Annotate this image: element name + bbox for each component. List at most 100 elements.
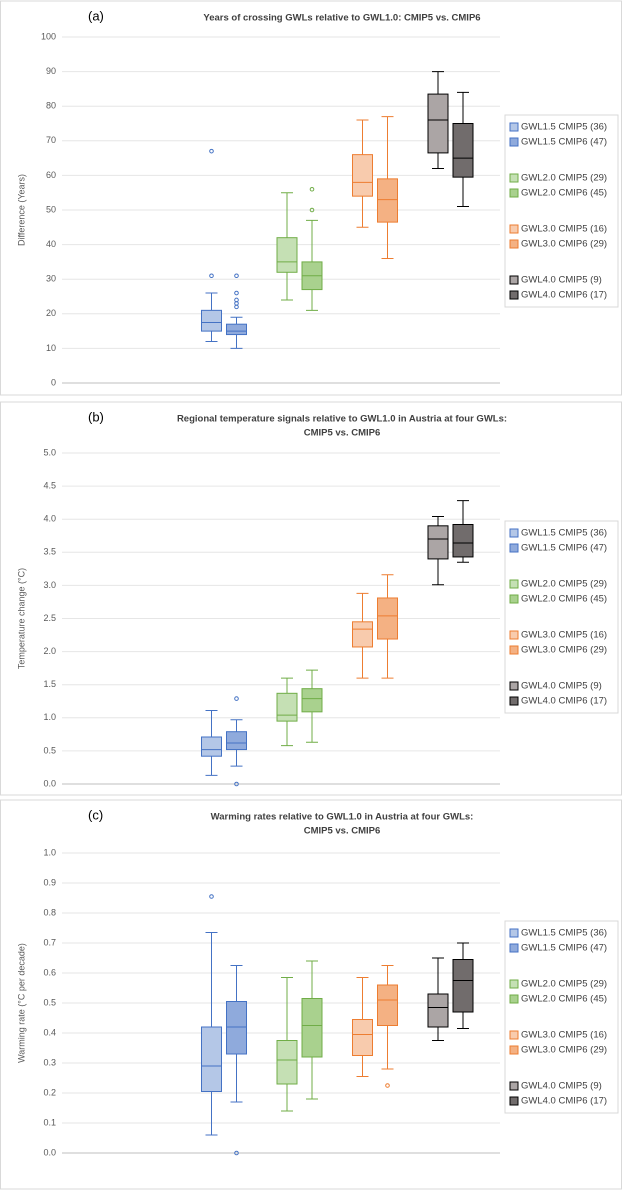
- legend-frame: [504, 114, 619, 308]
- box: [377, 597, 398, 640]
- box: [226, 323, 247, 336]
- outlier: [209, 148, 214, 154]
- y-tick-label: 0.0: [43, 778, 56, 788]
- legend-marker: [509, 1081, 519, 1091]
- panel-label: (c): [88, 807, 103, 822]
- legend-marker: [509, 928, 519, 938]
- legend-label: GWL4.0 CMIP6 (17): [521, 696, 607, 707]
- whisker: [381, 1025, 394, 1070]
- legend-marker: [509, 594, 519, 604]
- whisker: [432, 516, 444, 526]
- legend-label: GWL3.0 CMIP6 (29): [521, 645, 607, 656]
- box: [452, 523, 474, 558]
- y-tick-label: 70: [46, 135, 56, 145]
- legend-label: GWL3.0 CMIP5 (16): [521, 224, 607, 235]
- y-tick-label: 1.0: [43, 712, 56, 722]
- whisker: [356, 592, 369, 622]
- y-tick-label: 50: [46, 204, 56, 214]
- chart-title: Years of crossing GWLs relative to GWL1.…: [203, 13, 480, 24]
- y-tick-label: 60: [46, 170, 56, 180]
- box: [452, 959, 474, 1013]
- whisker: [432, 71, 444, 95]
- chart-title: CMIP5 vs. CMIP6: [304, 428, 381, 439]
- box: [377, 178, 398, 223]
- whisker: [432, 152, 444, 169]
- outlier: [309, 186, 315, 192]
- y-tick-label: 0.0: [43, 1147, 56, 1157]
- whisker: [457, 500, 469, 525]
- y-tick-label: 4.5: [43, 480, 56, 490]
- box: [427, 525, 449, 560]
- legend-marker: [509, 1045, 519, 1055]
- whisker: [306, 960, 318, 999]
- legend-marker: [509, 943, 519, 953]
- whisker: [230, 334, 243, 349]
- legend-marker: [509, 290, 519, 300]
- legend-label: GWL2.0 CMIP5 (29): [521, 579, 607, 590]
- legend-label: GWL1.5 CMIP5 (36): [521, 122, 607, 133]
- whisker: [356, 196, 369, 228]
- legend-label: GWL3.0 CMIP5 (16): [521, 630, 607, 641]
- chart-title: Regional temperature signals relative to…: [177, 414, 507, 425]
- chart-title: Warming rates relative to GWL1.0 in Aust…: [211, 812, 474, 823]
- y-tick-label: 100: [41, 31, 56, 41]
- legend-label: GWL2.0 CMIP6 (45): [521, 994, 607, 1005]
- whisker: [230, 1054, 243, 1103]
- whisker: [432, 957, 444, 994]
- outlier: [234, 781, 239, 787]
- y-tick-label: 0.4: [43, 1027, 56, 1037]
- outlier: [234, 273, 239, 279]
- outlier: [234, 1150, 239, 1156]
- y-tick-label: 2.5: [43, 613, 56, 623]
- outlier: [234, 290, 239, 296]
- legend-marker: [509, 543, 519, 553]
- legend-marker: [509, 630, 519, 640]
- whisker: [205, 710, 218, 737]
- outlier: [309, 207, 315, 213]
- legend-label: GWL2.0 CMIP5 (29): [521, 979, 607, 990]
- whisker: [230, 965, 243, 1002]
- outlier: [385, 1083, 390, 1088]
- box: [352, 1019, 373, 1056]
- whisker: [457, 91, 469, 124]
- whisker: [356, 977, 369, 1020]
- whisker: [281, 272, 293, 301]
- outlier: [209, 894, 214, 899]
- whisker: [381, 574, 394, 598]
- y-tick-label: 1.0: [43, 847, 56, 857]
- legend-label: GWL3.0 CMIP6 (29): [521, 239, 607, 250]
- legend-marker: [509, 173, 519, 183]
- y-tick-label: 3.5: [43, 547, 56, 557]
- legend-label: GWL2.0 CMIP6 (45): [521, 594, 607, 605]
- y-tick-label: 40: [46, 239, 56, 249]
- panel-label: (a): [88, 8, 104, 23]
- legend-marker: [509, 275, 519, 285]
- box: [201, 736, 222, 757]
- box: [301, 688, 323, 713]
- whisker: [281, 721, 293, 747]
- legend-label: GWL1.5 CMIP5 (36): [521, 928, 607, 939]
- whisker: [306, 289, 318, 311]
- outlier: [234, 297, 239, 303]
- whisker: [457, 177, 469, 208]
- box: [226, 731, 247, 751]
- whisker: [356, 1055, 369, 1077]
- whisker: [205, 331, 218, 342]
- whisker: [205, 1091, 218, 1136]
- whisker: [356, 119, 369, 155]
- box: [276, 1040, 298, 1085]
- y-tick-label: 0.7: [43, 937, 56, 947]
- y-tick-label: 10: [46, 343, 56, 353]
- y-tick-label: 5.0: [43, 447, 56, 457]
- legend-marker: [509, 122, 519, 132]
- box: [352, 621, 373, 648]
- legend-label: GWL3.0 CMIP5 (16): [521, 1030, 607, 1041]
- y-tick-label: 0.8: [43, 907, 56, 917]
- y-tick-label: 0.5: [43, 997, 56, 1007]
- y-tick-label: 20: [46, 308, 56, 318]
- legend-label: GWL4.0 CMIP5 (9): [521, 1081, 602, 1092]
- box: [377, 984, 398, 1026]
- box: [276, 237, 298, 273]
- whisker: [381, 639, 394, 679]
- whisker: [457, 1012, 469, 1029]
